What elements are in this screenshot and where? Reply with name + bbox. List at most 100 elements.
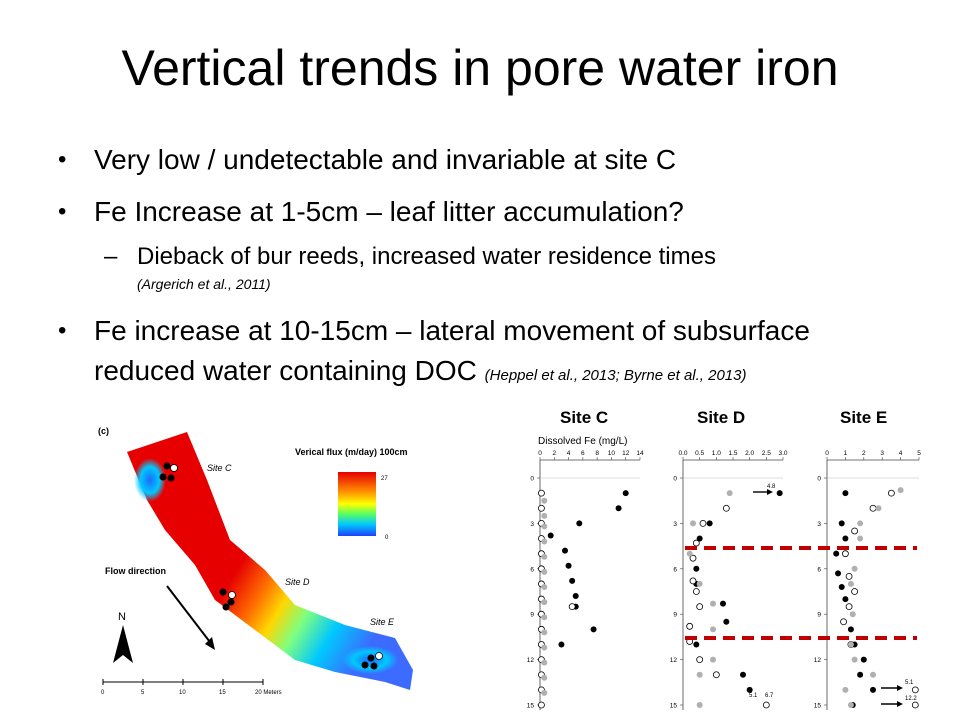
profile-point-filled <box>847 626 854 633</box>
profile-point-open <box>689 577 697 585</box>
profile-point-open <box>712 671 720 679</box>
profile-point-filled <box>838 520 845 527</box>
profile-point-open <box>762 701 770 709</box>
profile-point-open <box>845 572 853 580</box>
profile-x-tick-label: 2 <box>862 450 866 457</box>
profile-y-tick-label: 12 <box>814 657 822 664</box>
profile-point-filled <box>558 641 565 648</box>
profile-point-open <box>841 550 849 558</box>
profile-x-tick-label: 2.5 <box>762 450 771 457</box>
annotation-arrow-head <box>897 701 903 707</box>
bullet-3-citation: (Heppel et al., 2013; Byrne et al., 2013… <box>484 367 747 384</box>
north-arrow-icon <box>113 625 133 663</box>
profile-point-filled <box>833 550 840 557</box>
profile-y-tick-label: 6 <box>817 566 821 573</box>
profile-x-tick-label: 0.0 <box>678 450 687 457</box>
profile-point-filled <box>693 565 700 572</box>
profile-point-grey <box>690 520 696 527</box>
map-panel-label: (c) <box>98 426 109 436</box>
profile-point-grey <box>696 580 703 587</box>
profile-x-tick-label: 8 <box>595 450 599 457</box>
bullet-3: Fe increase at 10-15cm – lateral movemen… <box>94 315 810 346</box>
profile-point-grey <box>857 520 864 527</box>
profile-point-open <box>696 603 704 611</box>
profile-x-tick-label: 14 <box>636 450 644 457</box>
profile-point-open <box>869 504 877 512</box>
sub-bullet-1: Dieback of bur reeds, increased water re… <box>137 243 716 270</box>
flow-arrow-line <box>166 585 214 647</box>
map-label-site-d: Site D <box>285 577 310 587</box>
profile-point-grey <box>726 490 733 497</box>
profile-y-tick-label: 9 <box>530 612 534 619</box>
profile-point-filled <box>706 520 713 527</box>
profile-y-tick-label: 3 <box>530 521 534 528</box>
profile-x-tick-label: 5 <box>917 450 921 457</box>
profile-point-filled <box>576 520 583 527</box>
profile-point-open <box>692 588 700 595</box>
profile-point-open <box>538 489 545 497</box>
profile-point-filled <box>776 490 783 497</box>
profile-point-grey <box>696 702 703 708</box>
profile-point-grey <box>541 599 548 606</box>
profile-x-tick-label: 6 <box>581 450 585 457</box>
profile-point-filled <box>870 686 876 693</box>
profile-point-grey <box>541 659 548 666</box>
profile-point-grey <box>842 686 849 693</box>
scale-label: 0 <box>101 690 105 696</box>
profile-point-open <box>911 701 919 709</box>
profile-point-grey <box>686 550 693 557</box>
profile-point-filled <box>562 547 568 554</box>
profile-x-tick-label: 4 <box>899 450 903 457</box>
bullet-dot: • <box>58 317 67 344</box>
annotation-value: 5.1 <box>905 680 914 686</box>
profile-point-filled <box>622 490 629 497</box>
profile-y-tick-label: 3 <box>817 521 821 528</box>
profile-y-tick-label: 15 <box>527 703 535 710</box>
profile-y-tick-label: 3 <box>673 521 677 528</box>
profile-point-filled <box>615 505 622 512</box>
annotation-value: 5.1 <box>749 693 758 699</box>
site-e-markers <box>361 652 383 670</box>
bullet-dot: • <box>58 146 67 173</box>
profile-point-filled <box>835 570 842 577</box>
profile-point-open <box>686 622 694 630</box>
legend-min: 0 <box>385 535 389 541</box>
profile-x-tick-label: 0.5 <box>695 450 704 457</box>
sub-bullet-dash: – <box>104 243 118 270</box>
profile-point-grey <box>847 702 854 708</box>
profile-point-open <box>538 701 545 709</box>
flow-direction-label: Flow direction <box>105 566 166 576</box>
profile-point-filled <box>720 600 726 607</box>
bullet-dot: • <box>58 198 67 225</box>
profile-point-open <box>692 539 700 547</box>
profile-x-tick-label: 2 <box>552 450 556 457</box>
profile-x-tick-label: 10 <box>608 450 616 457</box>
profile-point-open <box>851 588 859 595</box>
profile-point-filled <box>842 535 849 542</box>
legend-color-bar <box>338 472 376 536</box>
bullet-1: Very low / undetectable and invariable a… <box>94 144 677 175</box>
profile-point-open <box>851 527 859 535</box>
profile-point-open <box>911 686 919 694</box>
profile-point-open <box>696 656 704 664</box>
scale-label: 20 Meters <box>255 690 282 696</box>
profile-point-grey <box>541 644 548 651</box>
profile-point-grey <box>541 512 548 519</box>
profile-point-grey <box>875 505 882 512</box>
profile-y-tick-label: 12 <box>670 657 678 664</box>
profile-point-grey <box>541 538 548 545</box>
profile-y-tick-label: 6 <box>673 566 677 573</box>
profile-point-open <box>840 618 847 626</box>
profile-point-filled <box>746 686 753 693</box>
profile-x-tick-label: 1.0 <box>712 450 721 457</box>
profile-point-filled <box>696 535 703 542</box>
profile-point-grey <box>541 568 548 575</box>
profile-point-grey <box>710 626 716 633</box>
profile-y-tick-label: 12 <box>527 657 535 664</box>
annotation-arrow-head <box>897 685 903 691</box>
profile-point-grey <box>870 671 876 678</box>
profile-point-grey <box>851 565 858 572</box>
profile-point-grey <box>541 497 548 504</box>
profile-y-tick-label: 6 <box>530 566 534 573</box>
map-label-site-c: Site C <box>207 463 232 473</box>
